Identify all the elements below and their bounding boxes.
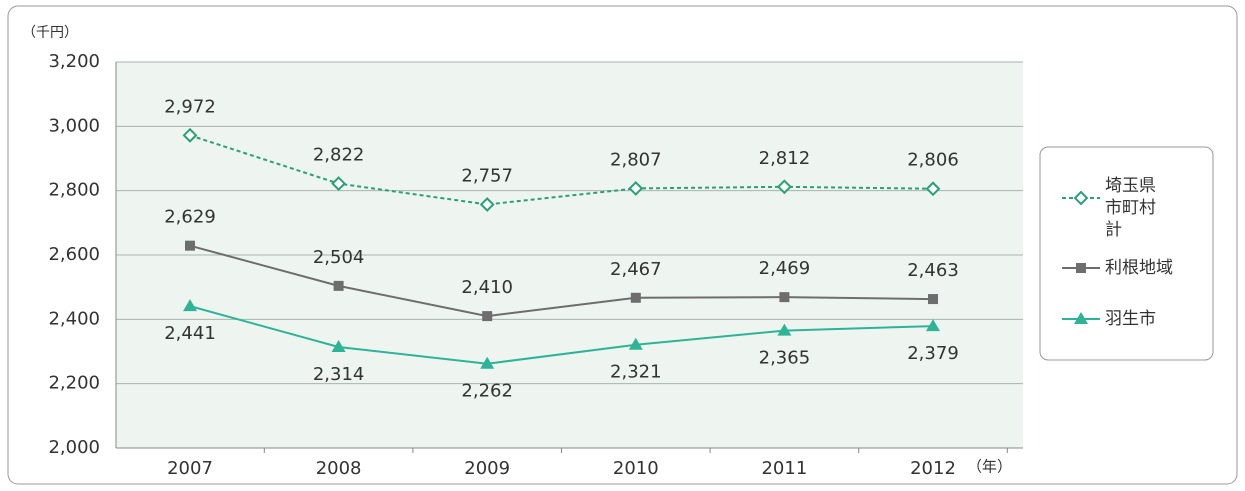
y-axis-label: （千円） (22, 25, 78, 41)
data-label: 2,441 (164, 323, 216, 344)
y-tick-label: 2,600 (48, 244, 100, 265)
data-label: 2,321 (610, 362, 662, 383)
data-label: 2,972 (164, 96, 216, 117)
y-tick-label: 3,200 (48, 51, 100, 72)
x-tick-label: 2007 (167, 458, 213, 479)
y-tick-label: 2,800 (48, 180, 100, 201)
data-point (628, 181, 644, 196)
data-label: 2,262 (461, 381, 513, 402)
data-point (777, 323, 792, 336)
data-label: 2,504 (313, 247, 365, 268)
data-point (182, 127, 198, 143)
legend-label: 羽生市 (1105, 309, 1156, 329)
data-point (333, 280, 344, 291)
x-tick-label: 2012 (910, 458, 956, 479)
data-label: 2,365 (759, 348, 811, 369)
data-point (630, 292, 641, 303)
data-point (926, 319, 940, 332)
x-tick-label: 2008 (316, 458, 362, 479)
frame (7, 5, 1238, 485)
data-point (928, 294, 938, 305)
data-label: 2,629 (164, 207, 216, 228)
y-tick-label: 2,200 (48, 373, 100, 394)
data-point (482, 311, 493, 322)
data-point (331, 339, 346, 352)
data-label: 2,379 (907, 343, 959, 364)
legend-marker (1076, 263, 1086, 273)
data-label: 2,807 (610, 149, 662, 170)
data-label: 2,463 (907, 260, 959, 281)
legend-label: 埼玉県市町村計 (1105, 176, 1156, 240)
legend-marker (1073, 190, 1089, 206)
data-label: 2,469 (759, 258, 811, 279)
y-tick-label: 3,000 (48, 115, 100, 136)
series-line (189, 305, 934, 365)
x-tick-label: 2009 (464, 458, 510, 479)
series-line (189, 134, 934, 206)
data-label: 2,410 (461, 277, 513, 298)
data-label: 2,314 (313, 364, 365, 385)
data-point (925, 181, 941, 197)
data-label: 2,467 (610, 259, 662, 280)
legend-label: 利根地域 (1105, 258, 1173, 278)
x-tick-label: 2010 (613, 458, 659, 479)
data-point (628, 337, 643, 350)
data-point (183, 299, 197, 312)
x-tick-label: 2011 (761, 458, 807, 479)
data-point (776, 179, 792, 195)
data-label: 2,757 (461, 165, 513, 186)
y-tick-label: 2,000 (48, 437, 100, 458)
data-point (480, 356, 495, 369)
x-axis-unit: （年） (967, 458, 1012, 476)
data-point (185, 240, 195, 251)
data-point (479, 197, 495, 212)
series-line (189, 244, 934, 318)
data-label: 2,806 (907, 150, 959, 171)
data-point (779, 292, 790, 303)
y-tick-label: 2,400 (48, 308, 100, 329)
data-point (331, 176, 347, 192)
data-label: 2,822 (313, 145, 365, 166)
data-label: 2,812 (759, 148, 811, 169)
legend-marker (1074, 312, 1088, 324)
